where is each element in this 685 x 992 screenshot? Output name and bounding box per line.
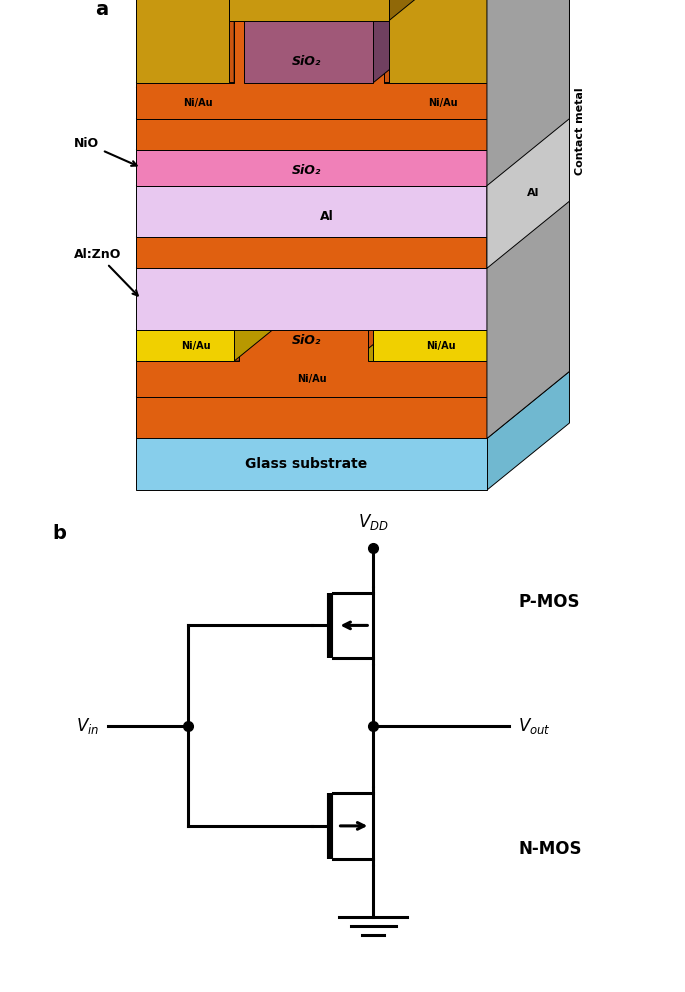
Text: Ni/Au: Ni/Au bbox=[297, 374, 326, 384]
Polygon shape bbox=[487, 52, 569, 150]
Text: $V_{DD}$: $V_{DD}$ bbox=[358, 512, 388, 532]
Polygon shape bbox=[136, 237, 487, 268]
Polygon shape bbox=[487, 16, 569, 119]
Polygon shape bbox=[136, 366, 569, 434]
Polygon shape bbox=[487, 263, 569, 361]
Polygon shape bbox=[245, 0, 456, 10]
Polygon shape bbox=[487, 330, 569, 438]
Polygon shape bbox=[229, 0, 389, 21]
Text: Ni/Au: Ni/Au bbox=[181, 340, 210, 350]
Polygon shape bbox=[136, 330, 569, 397]
Polygon shape bbox=[136, 52, 569, 119]
Polygon shape bbox=[136, 21, 487, 119]
Polygon shape bbox=[136, 263, 316, 330]
Polygon shape bbox=[136, 171, 569, 237]
Polygon shape bbox=[136, 310, 487, 397]
Text: a: a bbox=[95, 0, 108, 20]
Text: Al: Al bbox=[527, 188, 540, 198]
Text: $V_{in}$: $V_{in}$ bbox=[76, 715, 99, 736]
Text: NiO: NiO bbox=[74, 137, 136, 166]
Polygon shape bbox=[239, 21, 322, 119]
Polygon shape bbox=[487, 82, 569, 186]
Polygon shape bbox=[136, 201, 569, 268]
Polygon shape bbox=[249, 361, 353, 397]
Text: Al:ZnO: Al:ZnO bbox=[74, 248, 138, 296]
Polygon shape bbox=[234, 263, 316, 361]
Polygon shape bbox=[373, 129, 456, 237]
Text: Al: Al bbox=[320, 210, 334, 223]
Text: P-MOS: P-MOS bbox=[519, 593, 580, 611]
Polygon shape bbox=[260, 129, 456, 196]
Polygon shape bbox=[136, 82, 569, 150]
Polygon shape bbox=[136, 87, 239, 119]
Polygon shape bbox=[136, 21, 322, 87]
Text: $V_{out}$: $V_{out}$ bbox=[519, 715, 551, 736]
Text: SiO₂: SiO₂ bbox=[292, 334, 321, 347]
Polygon shape bbox=[487, 119, 569, 268]
Text: Ni/Au: Ni/Au bbox=[184, 98, 213, 108]
Polygon shape bbox=[136, 242, 569, 361]
Text: Glass substrate: Glass substrate bbox=[245, 457, 368, 471]
Text: Ni/Au: Ni/Au bbox=[425, 340, 456, 350]
Polygon shape bbox=[136, 186, 487, 237]
Polygon shape bbox=[136, 434, 487, 490]
Polygon shape bbox=[234, 300, 373, 310]
Polygon shape bbox=[379, 21, 569, 87]
Polygon shape bbox=[487, 0, 569, 82]
Polygon shape bbox=[487, 171, 569, 268]
Polygon shape bbox=[136, 397, 487, 438]
Text: N-MOS: N-MOS bbox=[519, 840, 582, 858]
Polygon shape bbox=[487, 21, 569, 119]
Polygon shape bbox=[136, 0, 569, 82]
Polygon shape bbox=[136, 0, 229, 82]
Polygon shape bbox=[136, 119, 569, 186]
Polygon shape bbox=[249, 294, 436, 361]
Polygon shape bbox=[487, 294, 569, 397]
Polygon shape bbox=[389, 0, 471, 21]
Text: Ni/Au: Ni/Au bbox=[428, 98, 458, 108]
Polygon shape bbox=[373, 0, 456, 82]
Polygon shape bbox=[136, 268, 487, 330]
Text: SiO₂: SiO₂ bbox=[292, 56, 321, 68]
Polygon shape bbox=[487, 366, 569, 490]
Text: SiO₂: SiO₂ bbox=[292, 164, 321, 177]
Polygon shape bbox=[260, 196, 373, 237]
Text: b: b bbox=[53, 524, 66, 544]
Polygon shape bbox=[353, 294, 436, 397]
Polygon shape bbox=[373, 263, 569, 330]
Polygon shape bbox=[373, 330, 487, 361]
Polygon shape bbox=[234, 232, 456, 300]
Polygon shape bbox=[389, 0, 487, 82]
Polygon shape bbox=[245, 10, 373, 82]
Text: Contact metal: Contact metal bbox=[575, 87, 584, 176]
Polygon shape bbox=[487, 119, 569, 237]
Polygon shape bbox=[487, 0, 569, 438]
Polygon shape bbox=[136, 330, 234, 361]
Polygon shape bbox=[136, 150, 487, 186]
Polygon shape bbox=[487, 201, 569, 330]
Polygon shape bbox=[379, 87, 487, 119]
Polygon shape bbox=[136, 119, 487, 150]
